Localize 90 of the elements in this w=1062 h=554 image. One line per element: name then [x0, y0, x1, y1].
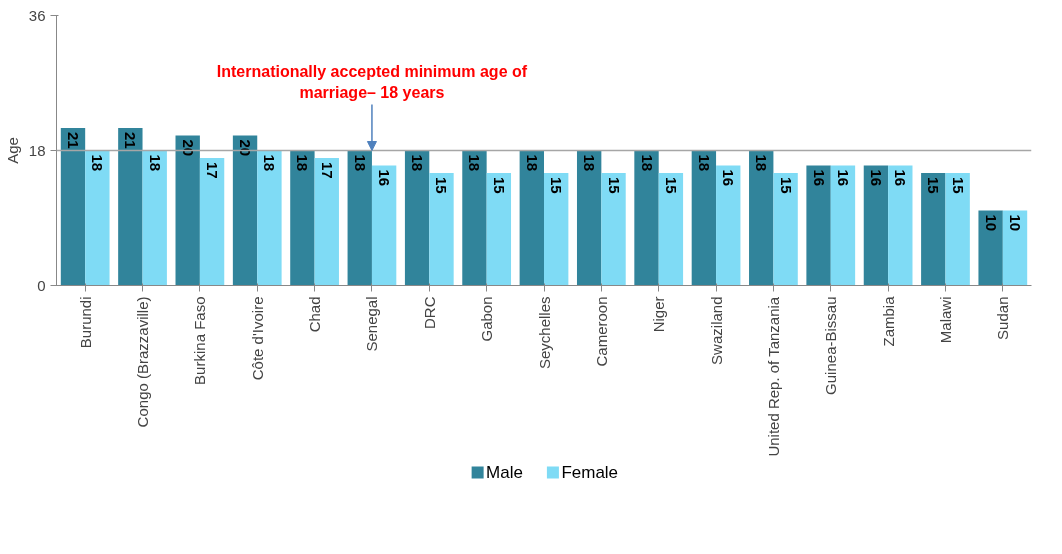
- data-label: 18: [409, 154, 427, 172]
- bar: [978, 210, 1003, 286]
- data-label: 15: [949, 177, 967, 194]
- bar: [486, 173, 512, 286]
- x-tick-label: Gabon: [478, 296, 496, 342]
- bar: [404, 150, 430, 286]
- x-tick-label: Sudan: [994, 296, 1012, 340]
- x-tick-label: Seychelles: [535, 296, 553, 370]
- bar: [921, 173, 946, 286]
- data-label: 18: [351, 154, 369, 172]
- legend-label: Male: [486, 463, 523, 482]
- x-tick-label: Niger: [650, 296, 668, 333]
- y-tick-label: 36: [28, 6, 46, 24]
- bar: [749, 150, 774, 286]
- y-tick-label: 0: [37, 276, 46, 294]
- data-label: 16: [376, 169, 394, 187]
- bar: [888, 165, 913, 286]
- bar: [519, 150, 544, 286]
- x-tick-label: Burundi: [76, 296, 94, 349]
- bar: [429, 173, 454, 286]
- x-tick-label: Senegal: [363, 296, 381, 352]
- bar: [658, 173, 684, 286]
- data-label: 15: [548, 177, 566, 194]
- data-label: 15: [777, 177, 795, 194]
- data-label: 17: [204, 162, 222, 179]
- bar: [314, 158, 339, 286]
- bar: [544, 173, 569, 286]
- bar: [347, 150, 372, 286]
- data-label: 18: [523, 154, 541, 172]
- bar: [175, 135, 200, 286]
- data-label: 18: [638, 154, 656, 172]
- data-label: 18: [581, 154, 599, 172]
- bar: [806, 165, 831, 286]
- data-label: 15: [605, 177, 623, 194]
- x-tick-label: Chad: [306, 296, 324, 333]
- data-label: 10: [982, 214, 1000, 232]
- data-label: 15: [490, 177, 508, 194]
- bar: [142, 150, 167, 286]
- bar: [60, 128, 86, 286]
- data-label: 18: [753, 154, 771, 172]
- x-tick-label: Burkina Faso: [191, 296, 209, 385]
- bar: [371, 165, 397, 286]
- bar: [290, 150, 315, 286]
- data-label: 15: [662, 177, 680, 194]
- data-label: 16: [810, 169, 828, 187]
- data-label: 21: [64, 132, 82, 149]
- bar: [863, 165, 889, 286]
- data-label: 15: [433, 177, 451, 194]
- bar: [716, 165, 741, 286]
- bar: [199, 158, 225, 286]
- bar: [576, 150, 602, 286]
- data-label: 18: [466, 154, 484, 172]
- bar: [691, 150, 717, 286]
- legend-label: Female: [561, 463, 619, 482]
- bar: [462, 150, 487, 286]
- data-label: 16: [720, 169, 738, 187]
- x-tick-label: Côte d'Ivoire: [248, 296, 266, 381]
- x-tick-label: DRC: [420, 296, 438, 329]
- data-label: 17: [318, 162, 336, 179]
- x-tick-label: Malawi: [936, 296, 954, 344]
- bar: [773, 173, 798, 286]
- x-tick-label: Cameroon: [592, 296, 610, 367]
- x-tick-label: Guinea-Bissau: [822, 296, 840, 395]
- bar: [945, 173, 970, 286]
- data-label: 18: [695, 154, 713, 172]
- data-label: 18: [294, 154, 312, 172]
- bar: [634, 150, 659, 286]
- bar: [1002, 210, 1028, 286]
- data-label: 16: [867, 169, 885, 187]
- y-axis-title: Age: [3, 137, 21, 164]
- annotation: Internationally accepted minimum age of marriage– 18 years: [216, 63, 528, 101]
- bar: [118, 128, 143, 286]
- data-label: 21: [122, 132, 140, 149]
- x-tick-label: Congo (Brazzaville): [134, 296, 152, 428]
- bar: [830, 165, 856, 286]
- bar: [601, 173, 626, 286]
- data-label: 18: [89, 154, 107, 172]
- data-label: 10: [1007, 214, 1025, 232]
- x-tick-label: Swaziland: [707, 296, 725, 365]
- data-label: 15: [925, 177, 943, 194]
- data-label: 18: [146, 154, 164, 172]
- bar: [85, 150, 110, 286]
- x-tick-label: Zambia: [879, 295, 897, 347]
- bar: [257, 150, 282, 286]
- data-label: 18: [261, 154, 279, 172]
- bar: [232, 135, 258, 286]
- y-tick-label: 18: [28, 141, 46, 159]
- data-label: 16: [892, 169, 910, 187]
- data-label: 16: [834, 169, 852, 187]
- x-tick-label: United Rep. of Tanzania: [764, 296, 782, 457]
